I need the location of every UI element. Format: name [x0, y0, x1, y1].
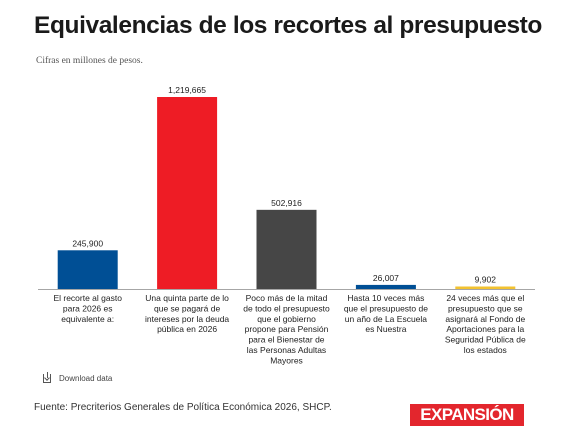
download-data-link[interactable]: Download data [43, 372, 113, 383]
category-label: Una quinta parte de lo que se pagará de in… [145, 293, 229, 334]
data-label: 1,219,665 [168, 85, 206, 95]
bar [157, 97, 218, 289]
expansion-logo: EXPANSIÓN [410, 404, 524, 426]
download-data-label: Download data [59, 374, 113, 383]
chart-subtitle: Cifras en millones de pesos. [36, 56, 143, 66]
bar [57, 250, 118, 289]
category-label: 24 veces más que el presupuesto que se asi… [445, 293, 526, 355]
category-label: Poco más de la mitad de todo el presupues… [243, 293, 330, 365]
category-label: Hasta 10 veces más que el presupuesto de u… [344, 293, 428, 334]
download-icon [43, 372, 51, 383]
bar [355, 284, 416, 289]
data-label: 245,900 [72, 238, 103, 248]
bar [455, 286, 516, 289]
data-label: 9,902 [475, 275, 497, 285]
bar [256, 209, 317, 289]
source-note: Fuente: Precriterios Generales de Políti… [34, 402, 332, 413]
chart-title: Equivalencias de los recortes al presupu… [34, 12, 542, 39]
bar-chart: 245,900 El recorte al gasto para 2026 es eq… [38, 85, 535, 365]
data-label: 502,916 [271, 198, 302, 208]
category-label: El recorte al gasto para 2026 es equivalen… [53, 293, 122, 324]
data-label: 26,007 [373, 273, 399, 283]
